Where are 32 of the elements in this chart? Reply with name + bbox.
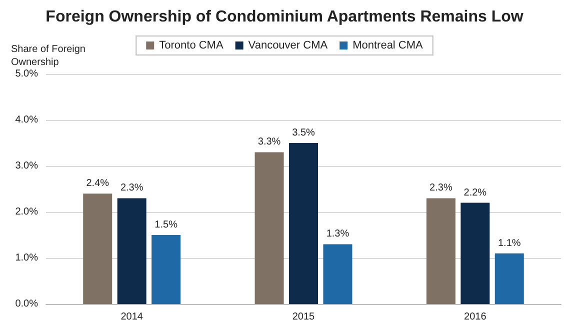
legend-label: Vancouver CMA	[248, 40, 328, 52]
data-label: 1.1%	[498, 238, 521, 249]
y-tick-label: 1.0%	[15, 252, 38, 264]
y-axis-title: Share of Foreign Ownership	[11, 44, 86, 68]
data-label: 2.3%	[120, 182, 144, 194]
bar	[323, 244, 352, 304]
legend-label: Montreal CMA	[352, 40, 424, 52]
x-tick-label: 2015	[292, 312, 316, 322]
y-tick-label: 0.0%	[15, 298, 38, 310]
bar	[152, 235, 181, 304]
data-label: 1.3%	[326, 228, 350, 240]
y-tick-label: 5.0%	[15, 68, 38, 80]
data-label: 3.3%	[258, 136, 281, 148]
bar	[254, 152, 284, 304]
data-label: 3.5%	[292, 128, 316, 138]
data-label: 2.3%	[430, 182, 452, 194]
chart-title: Foreign Ownership of Condominium Apartments Remains Low	[46, 8, 524, 26]
bar	[289, 143, 318, 304]
legend-label: Toronto CMA	[159, 40, 224, 52]
bar	[460, 202, 490, 304]
bar	[494, 253, 524, 304]
bar	[117, 198, 146, 304]
y-tick-label: 2.0%	[15, 206, 38, 218]
y-tick-label: 3.0%	[15, 160, 38, 172]
data-label: 1.5%	[154, 220, 178, 230]
bar	[426, 198, 456, 304]
bar	[83, 194, 112, 304]
data-label: 2.2%	[464, 187, 487, 198]
y-tick-label: 4.0%	[15, 114, 38, 126]
x-tick-label: 2014	[120, 312, 144, 322]
data-label: 2.4%	[86, 178, 110, 190]
x-tick-label: 2016	[464, 312, 487, 322]
